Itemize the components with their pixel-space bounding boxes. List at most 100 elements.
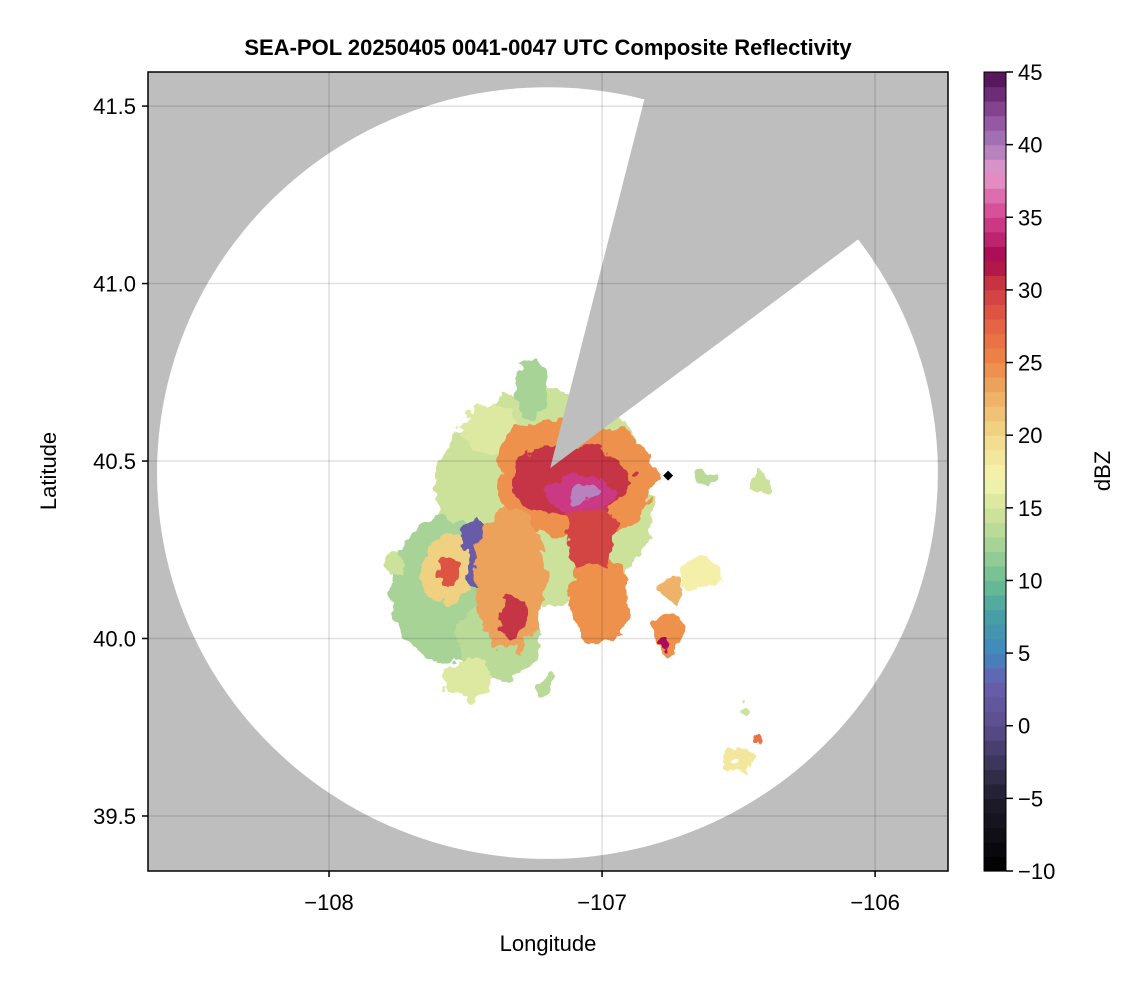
colorbar-bin xyxy=(984,856,1006,872)
colorbar-bin xyxy=(984,318,1006,335)
colorbar-bin xyxy=(984,711,1006,727)
colorbar-bin xyxy=(984,565,1006,582)
colorbar-label: dBZ xyxy=(1090,451,1115,491)
colorbar-bin xyxy=(984,740,1006,756)
echo-cell xyxy=(675,559,725,590)
echo-cell xyxy=(655,611,686,656)
colorbar-bin xyxy=(984,260,1006,276)
colorbar-tick-label: 25 xyxy=(1018,351,1042,376)
colorbar-tick-label: −5 xyxy=(1018,786,1043,811)
colorbar-bin xyxy=(984,725,1006,741)
colorbar-bin xyxy=(984,406,1006,422)
echo-layer xyxy=(384,358,770,772)
colorbar-bin xyxy=(984,275,1006,291)
colorbar-bin xyxy=(984,507,1006,523)
echo-cell xyxy=(514,358,545,420)
y-tick-label: 41.0 xyxy=(93,272,136,297)
colorbar-bin xyxy=(984,377,1006,393)
colorbar-bin xyxy=(984,72,1006,88)
colorbar-bin xyxy=(984,420,1006,436)
colorbar-bin xyxy=(984,289,1006,306)
echo-cell xyxy=(474,507,546,650)
grid-lines xyxy=(148,72,948,871)
colorbar-tick-label: 40 xyxy=(1018,133,1042,158)
x-axis: −108 −107 −106 xyxy=(304,871,900,915)
echo-cell xyxy=(498,595,526,639)
plot-frame xyxy=(147,71,949,872)
colorbar-bin xyxy=(984,435,1006,451)
radar-marker xyxy=(663,470,674,481)
echo-cell xyxy=(727,747,752,772)
colorbar-tick-label: 5 xyxy=(1018,641,1030,666)
colorbar-bin xyxy=(984,101,1006,117)
x-tick-label: −106 xyxy=(850,890,900,915)
echo-cell xyxy=(694,472,716,487)
colorbar-bin xyxy=(984,696,1006,712)
colorbar-bin xyxy=(984,667,1006,683)
colorbar-tick-label: −10 xyxy=(1018,859,1055,884)
colorbar-bin xyxy=(984,551,1006,567)
echo-cell xyxy=(658,637,671,650)
colorbar-bin xyxy=(984,173,1006,189)
echo-cell xyxy=(740,704,751,715)
colorbar-bin xyxy=(984,391,1006,407)
colorbar-tick-label: 0 xyxy=(1018,714,1030,739)
colorbar-bin xyxy=(984,594,1006,611)
colorbar-bin xyxy=(984,362,1006,378)
colorbar-bin xyxy=(984,464,1006,480)
echo-cell xyxy=(573,485,598,503)
colorbar-bin xyxy=(984,246,1006,262)
echo-cell xyxy=(659,579,681,600)
x-axis-label: Longitude xyxy=(500,931,597,956)
colorbar-bin xyxy=(984,682,1006,698)
chart-title: SEA-POL 20250405 0041-0047 UTC Composite… xyxy=(244,35,852,60)
colorbar-bin xyxy=(984,159,1006,175)
colorbar-bin xyxy=(984,798,1006,814)
y-tick-label: 40.5 xyxy=(93,449,136,474)
colorbar-bin xyxy=(984,522,1006,538)
colorbar-tick-label: 30 xyxy=(1018,278,1042,303)
colorbar-bin xyxy=(984,86,1006,102)
colorbar-bin xyxy=(984,812,1006,829)
echo-cell xyxy=(570,552,631,646)
echo-cell xyxy=(439,559,461,590)
colorbar-bin xyxy=(984,609,1006,625)
colorbar-bin xyxy=(984,478,1006,494)
y-tick-label: 39.5 xyxy=(93,804,136,829)
colorbar-bin xyxy=(984,130,1006,146)
colorbar-bin xyxy=(984,493,1006,509)
colorbar-bin xyxy=(984,188,1006,204)
colorbar-bin xyxy=(984,231,1006,247)
colorbar-bin xyxy=(984,115,1006,131)
colorbar-bin xyxy=(984,783,1006,799)
colorbar-frame xyxy=(983,71,1007,872)
colorbar-tick-label: 35 xyxy=(1018,205,1042,230)
colorbar-bin xyxy=(984,202,1006,218)
colorbar-tick-label: 15 xyxy=(1018,496,1042,521)
colorbar: −10 −5 0 5 10 15 20 25 30 35 40 45 xyxy=(983,60,1055,884)
plot-area xyxy=(148,72,948,871)
colorbar-tick-label: 10 xyxy=(1018,568,1042,593)
colorbar-bin xyxy=(984,580,1006,596)
echo-cell xyxy=(754,738,761,745)
colorbar-tick-label: 20 xyxy=(1018,423,1042,448)
colorbar-bin xyxy=(984,348,1006,364)
echo-cell xyxy=(536,675,554,693)
y-tick-label: 40.0 xyxy=(93,627,136,652)
colorbar-bin xyxy=(984,144,1006,160)
colorbar-tick-label: 45 xyxy=(1018,60,1042,85)
echo-cell xyxy=(751,469,770,499)
colorbar-bin xyxy=(984,217,1006,233)
y-axis: 39.5 40.0 40.5 41.0 41.5 xyxy=(93,94,148,829)
y-tick-label: 41.5 xyxy=(93,94,136,119)
colorbar-bin xyxy=(984,536,1006,552)
y-axis-label: Latitude xyxy=(36,432,61,510)
blocked-sector xyxy=(550,72,948,469)
colorbar-bin xyxy=(984,827,1006,843)
x-tick-label: −107 xyxy=(577,890,627,915)
colorbar-bin xyxy=(984,624,1006,640)
colorbar-bin xyxy=(984,449,1006,465)
colorbar-bin xyxy=(984,638,1006,654)
colorbar-bin xyxy=(984,754,1006,770)
